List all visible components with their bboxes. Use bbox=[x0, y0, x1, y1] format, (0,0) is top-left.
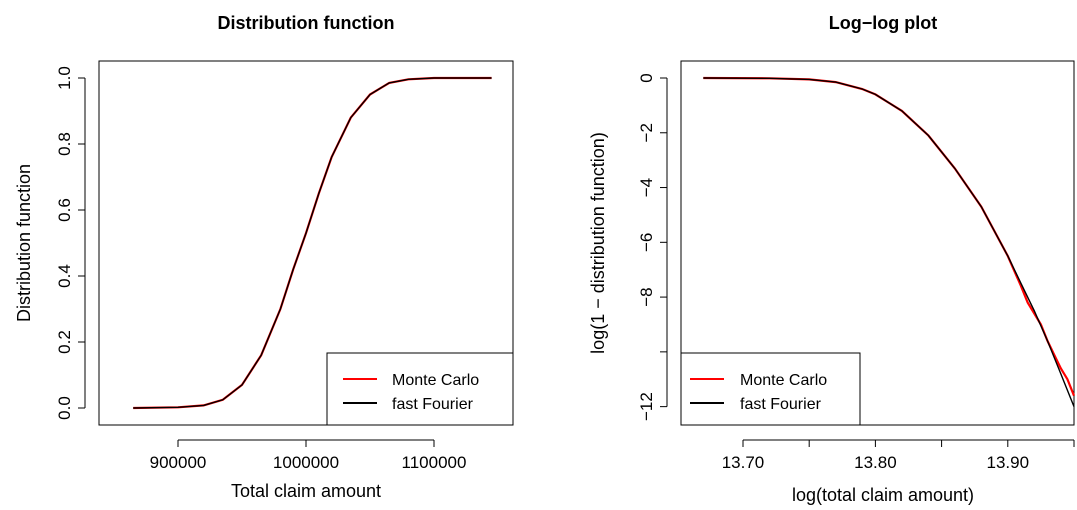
x-tick-label: 13.80 bbox=[854, 453, 897, 472]
y-tick-label: 1.0 bbox=[55, 66, 74, 90]
x-tick-label: 1100000 bbox=[402, 453, 467, 472]
x-tick-label: 13.90 bbox=[987, 453, 1030, 472]
y-tick-label: 0.0 bbox=[55, 396, 74, 420]
y-tick-label: −4 bbox=[637, 178, 656, 197]
panel-distribution: Distribution function 900000 1000000 11000… bbox=[14, 13, 514, 501]
x-axis-ticks: 13.70 13.80 13.90 bbox=[722, 439, 1075, 472]
legend-box bbox=[680, 352, 861, 426]
chart-title: Distribution function bbox=[218, 13, 395, 33]
x-axis-label: Total claim amount bbox=[231, 481, 381, 501]
series-line-fast-fourier bbox=[133, 77, 492, 409]
y-tick-label: 0.2 bbox=[55, 330, 74, 354]
chart-title: Log−log plot bbox=[829, 13, 937, 33]
legend-box bbox=[326, 352, 514, 426]
y-axis-ticks: 0.0 0.2 0.4 0.6 0.8 1.0 bbox=[55, 66, 86, 420]
legend-label-fast-fourier: fast Fourier bbox=[392, 396, 474, 413]
legend-label-monte-carlo: Monte Carlo bbox=[392, 372, 479, 389]
y-tick-label: −12 bbox=[637, 392, 656, 421]
legend: Monte Carlo fast Fourier bbox=[326, 352, 514, 426]
x-axis-ticks: 900000 1000000 1100000 bbox=[150, 439, 467, 472]
x-tick-label: 1000000 bbox=[273, 453, 339, 472]
legend: Monte Carlo fast Fourier bbox=[680, 352, 861, 426]
y-tick-label: −2 bbox=[637, 123, 656, 142]
y-axis-label: Distribution function bbox=[14, 164, 34, 322]
plot-frame bbox=[98, 60, 514, 426]
y-tick-label: 0.6 bbox=[55, 198, 74, 222]
series-line-fast-fourier bbox=[703, 77, 1075, 407]
series-lines bbox=[133, 76, 492, 410]
plot-frame bbox=[680, 60, 1075, 426]
x-tick-label: 13.70 bbox=[722, 453, 765, 472]
x-tick-label: 900000 bbox=[150, 453, 207, 472]
legend-label-monte-carlo: Monte Carlo bbox=[740, 372, 827, 389]
y-tick-label: 0 bbox=[637, 73, 656, 82]
y-tick-label: 0.8 bbox=[55, 132, 74, 156]
y-tick-label: −6 bbox=[637, 233, 656, 252]
y-axis-ticks: 0 −2 −4 −6 −8 −12 bbox=[637, 73, 668, 421]
y-tick-label: −8 bbox=[637, 287, 656, 306]
legend-label-fast-fourier: fast Fourier bbox=[740, 396, 822, 413]
panel-loglog: Log−log plot 13.70 13.80 13.90 0 −2 −4 −6 −8 −1… bbox=[588, 13, 1076, 505]
y-axis-label: log(1 − distribution function) bbox=[588, 132, 608, 354]
series-lines bbox=[703, 76, 1076, 407]
y-tick-label: 0.4 bbox=[55, 264, 74, 288]
x-axis-label: log(total claim amount) bbox=[792, 485, 974, 505]
series-line-monte-carlo bbox=[703, 76, 1076, 397]
